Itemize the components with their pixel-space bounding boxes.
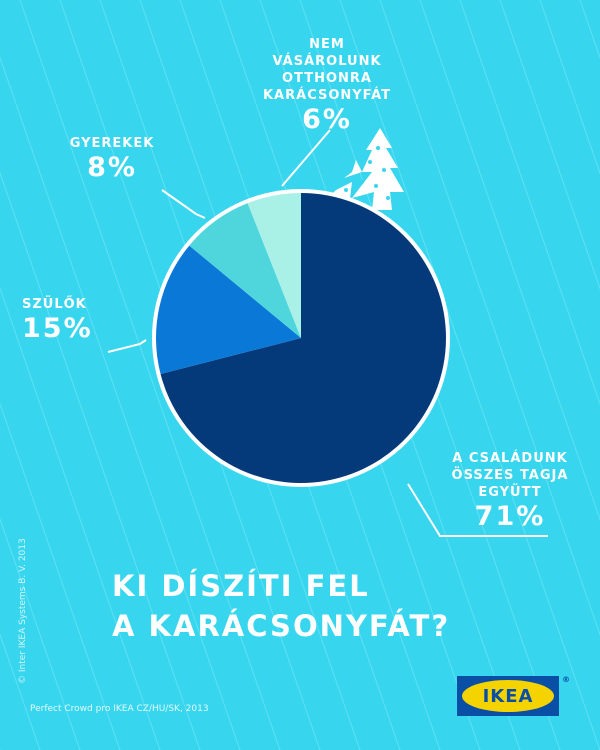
copyright-text: © Inter IKEA Systems B. V. 2013 <box>18 538 28 684</box>
label-leader-lines <box>107 129 548 537</box>
tree-ornament-dots <box>344 146 390 200</box>
leader-line-csaladunk <box>407 483 548 537</box>
ikea-logo: IKEA <box>457 676 559 716</box>
background-stripe <box>0 171 201 750</box>
background-stripe <box>0 286 161 750</box>
background-stripe <box>0 517 81 750</box>
registered-mark: ® <box>562 675 570 684</box>
pie-slice-0 <box>160 193 447 483</box>
background-stripe <box>0 402 121 750</box>
pie-slices <box>155 193 447 483</box>
leader-line-gyerekek <box>161 189 206 219</box>
label-gyerekek-percent: 8% <box>87 152 137 183</box>
label-nem-vasarolunk-line-2: OTTHONRA <box>282 71 372 86</box>
pie-slice-1 <box>155 245 301 375</box>
leader-line-nem-vasarolunk <box>281 129 331 187</box>
pie-slice-2 <box>189 203 301 338</box>
label-gyerekek: GYEREKEK 8% <box>62 135 162 184</box>
ikea-logo-oval: IKEA <box>462 680 554 712</box>
label-szulok-name: SZÜLŐK <box>22 297 87 312</box>
background-stripe <box>379 0 600 637</box>
label-nem-vasarolunk-line-1: NEM VÁSÁROLUNK <box>272 37 382 69</box>
chart-title: KI DÍSZÍTI FEL A KARÁCSONYFÁT? <box>112 566 450 646</box>
label-szulok-percent: 15% <box>22 313 93 344</box>
ikea-logo-text: IKEA <box>482 685 534 707</box>
background-stripe <box>539 0 600 175</box>
label-nem-vasarolunk-line-3: KARÁCSONYFÁT <box>262 88 391 103</box>
label-nem-vasarolunk: NEM VÁSÁROLUNK OTTHONRA KARÁCSONYFÁT 6% <box>262 36 392 136</box>
background-stripe <box>419 0 600 521</box>
leader-line-szulok <box>107 339 147 353</box>
chart-title-line-1: KI DÍSZÍTI FEL <box>112 569 370 603</box>
background-stripe <box>499 0 600 290</box>
label-csaladunk-percent: 71% <box>474 501 546 532</box>
background-stripe <box>459 0 600 406</box>
background-stripe <box>339 0 600 750</box>
label-gyerekek-name: GYEREKEK <box>69 136 155 151</box>
label-csaladunk-line-2: ÖSSZES TAGJA <box>451 468 569 483</box>
label-csaladunk: A CSALÁDUNK ÖSSZES TAGJA EGYÜTT 71% <box>430 450 590 533</box>
background-stripe <box>19 0 281 750</box>
label-csaladunk-line-3: EGYÜTT <box>478 485 542 500</box>
label-csaladunk-line-1: A CSALÁDUNK <box>452 451 568 466</box>
label-nem-vasarolunk-percent: 6% <box>302 104 352 135</box>
source-text: Perfect Crowd pro IKEA CZ/HU/SK, 2013 <box>30 704 209 714</box>
label-szulok: SZÜLŐK 15% <box>22 296 108 345</box>
background-stripe <box>0 56 241 750</box>
pie-slice-3 <box>247 193 301 338</box>
chart-title-line-2: A KARÁCSONYFÁT? <box>112 609 451 643</box>
